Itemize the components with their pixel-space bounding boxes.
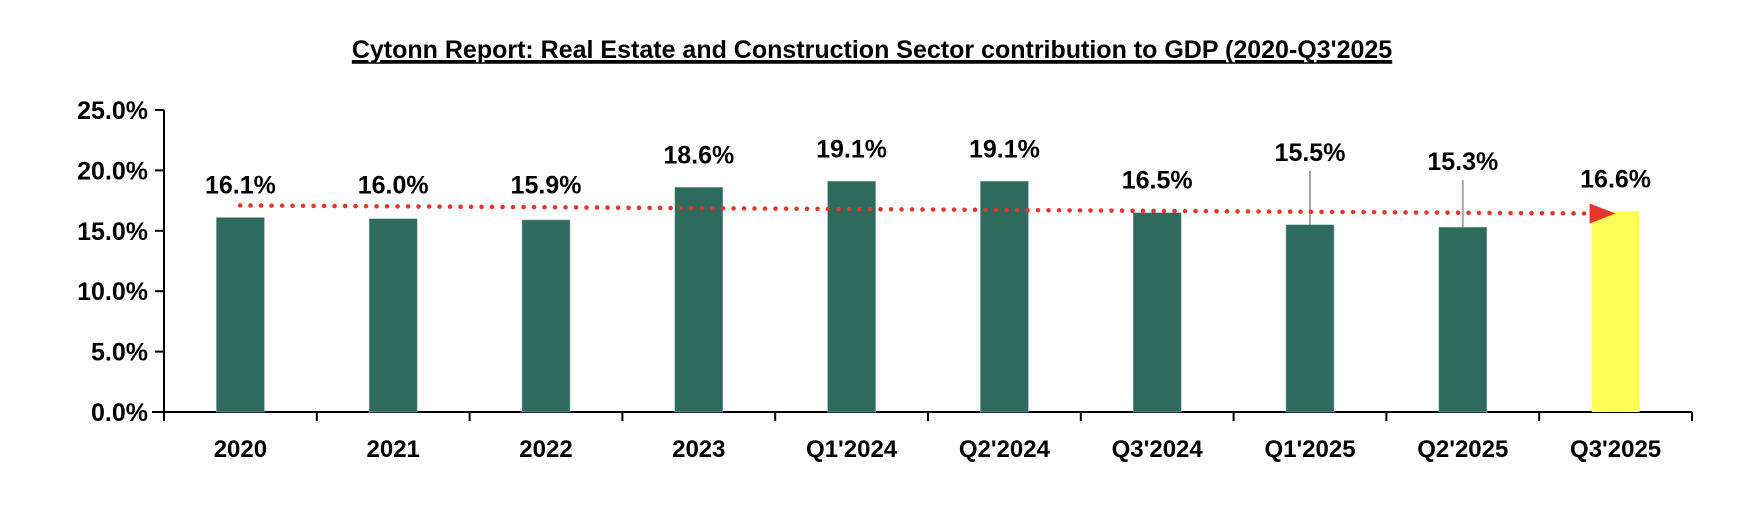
data-label: 16.1% bbox=[205, 171, 276, 199]
data-label: 15.9% bbox=[511, 171, 582, 199]
y-tick-label: 10.0% bbox=[77, 278, 148, 306]
data-label: 16.5% bbox=[1122, 167, 1193, 195]
x-tick-label: Q3'2024 bbox=[1112, 436, 1204, 463]
x-axis: 2020 2021 2022 2023 Q1'2024 Q2'2024 Q3'2024 Q1'… bbox=[152, 411, 1693, 463]
bar bbox=[827, 180, 876, 413]
data-label: 19.1% bbox=[969, 135, 1040, 163]
trend-arrow bbox=[237, 203, 1616, 224]
x-tick-label: Q2'2025 bbox=[1417, 436, 1508, 463]
data-label: 16.0% bbox=[358, 171, 429, 199]
label-leader-lines bbox=[1309, 170, 1464, 228]
data-label: 19.1% bbox=[816, 135, 887, 163]
bar bbox=[980, 180, 1029, 413]
x-tick-label: Q2'2024 bbox=[959, 436, 1051, 463]
x-tick-label: 2022 bbox=[519, 436, 572, 463]
data-label: 15.3% bbox=[1427, 148, 1498, 176]
x-tick-label: Q1'2025 bbox=[1264, 436, 1355, 463]
y-tick-label: 20.0% bbox=[77, 157, 148, 185]
bar bbox=[1132, 212, 1182, 413]
y-tick-label: 0.0% bbox=[91, 399, 148, 427]
bar bbox=[1438, 226, 1488, 413]
x-tick-label: 2023 bbox=[672, 436, 725, 463]
bar bbox=[368, 218, 418, 413]
x-tick-label: 2021 bbox=[367, 436, 420, 463]
y-tick-label: 25.0% bbox=[77, 97, 148, 125]
data-label: 18.6% bbox=[663, 141, 734, 169]
y-axis: 0.0% 5.0% 10.0% 15.0% 20.0% 25.0% bbox=[77, 97, 165, 427]
bar bbox=[216, 217, 265, 413]
chart-title: Cytonn Report: Real Estate and Construct… bbox=[352, 36, 1392, 64]
x-tick-label: Q3'2025 bbox=[1570, 436, 1661, 463]
bar bbox=[674, 187, 724, 413]
bar-highlight bbox=[1591, 211, 1640, 412]
trend-arrowhead bbox=[1589, 203, 1616, 224]
data-label: 16.6% bbox=[1580, 165, 1651, 193]
bar bbox=[1285, 224, 1335, 413]
y-tick-label: 15.0% bbox=[77, 218, 148, 246]
y-tick-label: 5.0% bbox=[91, 339, 148, 367]
data-label: 15.5% bbox=[1275, 139, 1346, 167]
bars bbox=[216, 180, 1640, 413]
data-labels: 16.1% 16.0% 15.9% 18.6% 19.1% 19.1% 16.5% 15.5%… bbox=[205, 135, 1651, 199]
x-tick-label: 2020 bbox=[214, 436, 267, 463]
x-tick-label: Q1'2024 bbox=[806, 436, 898, 463]
trend-line bbox=[237, 203, 1592, 216]
bar bbox=[521, 219, 571, 413]
